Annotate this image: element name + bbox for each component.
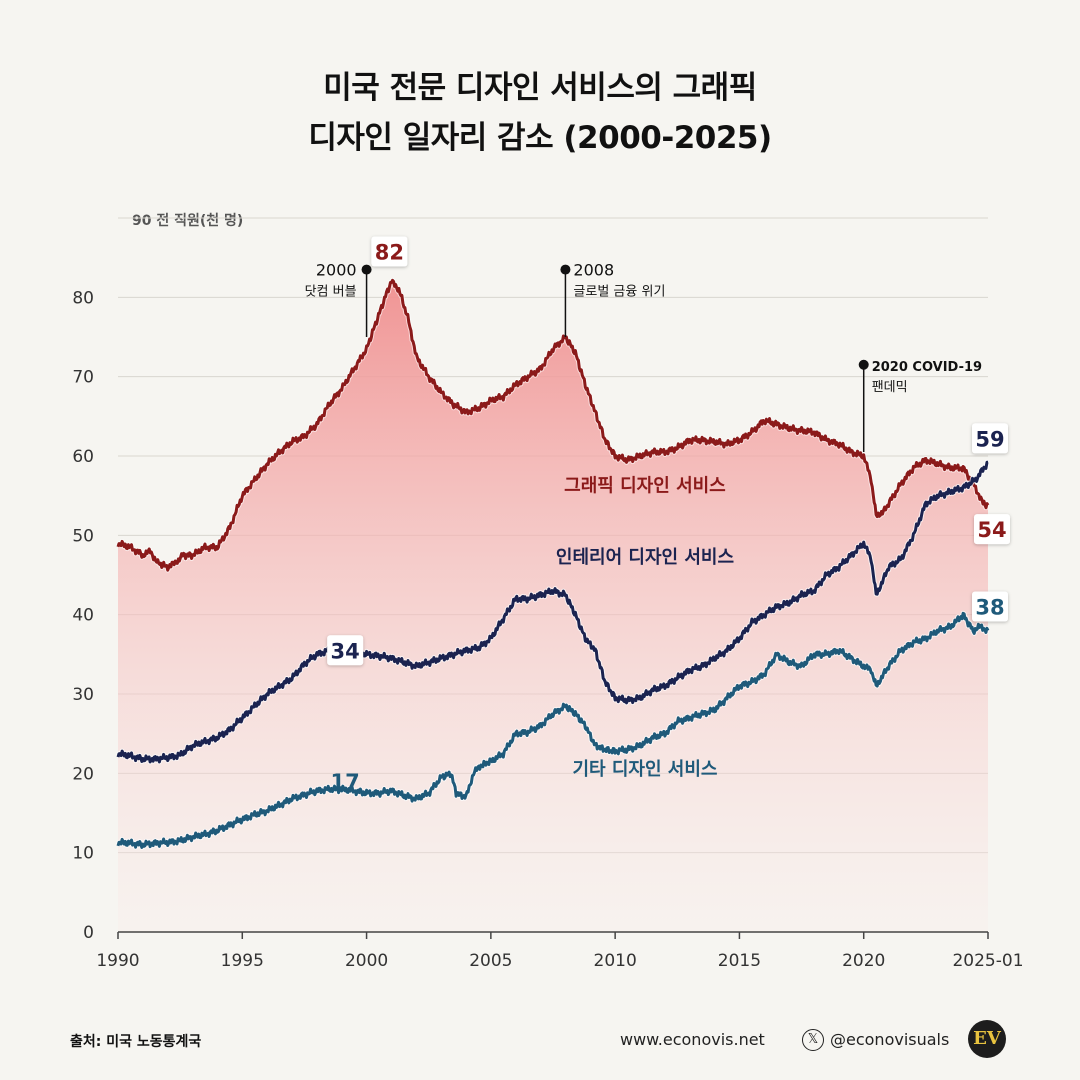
- y-axis-unit-label: 90 전 직원(천 명): [132, 213, 244, 229]
- x-tick-label: 1990: [96, 951, 139, 971]
- series-label-2: 인테리어 디자인 서비스: [556, 547, 734, 568]
- series-lines: [115, 277, 991, 850]
- callout-value: 38: [975, 596, 1004, 620]
- callout-value: 59: [975, 427, 1004, 451]
- x-tick-label: 1995: [221, 951, 264, 971]
- y-tick-label: 20: [72, 764, 94, 784]
- callout-value: 82: [375, 240, 404, 264]
- callout-box: [972, 423, 1008, 454]
- callout-box: [974, 514, 1010, 545]
- annotation-dot: [361, 264, 372, 275]
- axes: 0 10 20 30 40 50 60 70 80 1990 1995 2000 2005 2010 201…: [72, 288, 1023, 971]
- series-label-1: 그래픽 디자인 서비스: [564, 476, 726, 497]
- annotation-title: 2020 COVID-19: [872, 360, 982, 375]
- annotation-dot: [560, 264, 571, 275]
- chart-title-line2: 디자인 일자리 감소 (2000-2025): [308, 120, 772, 156]
- y-tick-label: 70: [72, 368, 94, 388]
- y-tick-label: 60: [72, 447, 94, 467]
- area-fill-graphic-design: [118, 280, 988, 932]
- annotations: 2000 닷컴 버블 2008 글로벌 금융 위기 2020 COVID-19 팬데믹: [305, 261, 982, 453]
- annotation-subtitle: 닷컴 버블: [305, 285, 357, 300]
- x-tick-label: 2025-01: [952, 951, 1023, 971]
- x-tick-label: 2020: [842, 951, 885, 971]
- callout-box: [371, 236, 408, 267]
- y-tick-label: 30: [72, 685, 94, 705]
- value-callouts: 82 34 17 59 54 38: [327, 236, 1010, 794]
- econovis-logo: EV: [968, 1020, 1006, 1058]
- annotation-subtitle: 팬데믹: [872, 380, 908, 395]
- annotation-dot: [858, 359, 869, 370]
- callout-value: 17: [331, 770, 360, 794]
- area-fills: [118, 280, 988, 932]
- annotation-title: 2000: [316, 261, 357, 280]
- series-line-3: [116, 611, 990, 849]
- series-line-1: [116, 278, 990, 572]
- source-note: 출처: 미국 노동통계국: [70, 1034, 202, 1050]
- x-tick-label: 2015: [718, 951, 761, 971]
- x-tick-label: 2000: [345, 951, 388, 971]
- website-link[interactable]: www.econovis.net: [620, 1030, 765, 1049]
- annotation-subtitle: 글로벌 금융 위기: [573, 285, 665, 300]
- chart-title-line1: 미국 전문 디자인 서비스의 그래픽: [323, 70, 757, 106]
- y-tick-label: 10: [72, 844, 94, 864]
- social-handle[interactable]: @econovisuals: [830, 1030, 950, 1049]
- annotation-title: 2008: [573, 261, 614, 280]
- y-tick-label: 0: [83, 923, 94, 943]
- x-tick-label: 2005: [469, 951, 512, 971]
- x-tick-label: 2010: [594, 951, 637, 971]
- series-label-3: 기타 디자인 서비스: [572, 759, 717, 780]
- y-tick-label: 50: [72, 526, 94, 546]
- callout-box: [327, 635, 364, 666]
- callout-box: [972, 591, 1008, 622]
- y-tick-label: 40: [72, 606, 94, 626]
- callout-value: 54: [977, 518, 1006, 542]
- series-line-2: [116, 460, 989, 764]
- y-tick-label: 80: [72, 288, 94, 308]
- x-social-icon[interactable]: 𝕏: [802, 1029, 824, 1051]
- callout-value: 34: [331, 639, 360, 663]
